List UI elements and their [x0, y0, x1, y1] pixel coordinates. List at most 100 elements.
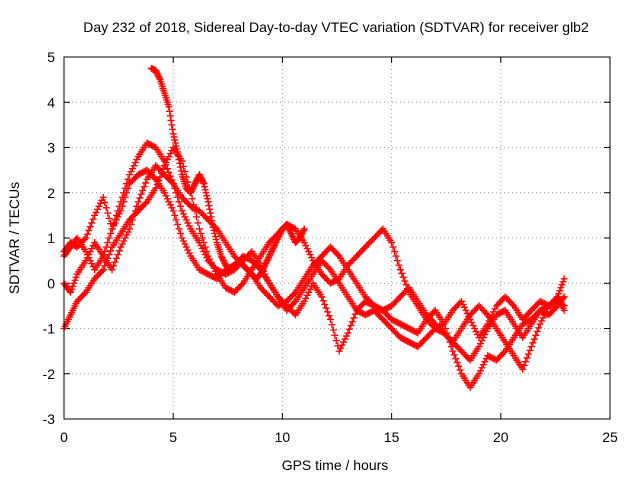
- data-point: [194, 219, 202, 227]
- data-point: [142, 179, 150, 187]
- data-point: [126, 225, 134, 233]
- data-point: [287, 229, 295, 237]
- data-point: [264, 255, 272, 263]
- data-point: [306, 251, 314, 259]
- data-point: [300, 239, 308, 247]
- data-point: [481, 358, 489, 366]
- data-point: [209, 223, 217, 231]
- data-point: [178, 234, 186, 242]
- data-point: [166, 107, 174, 115]
- data-point: [185, 249, 193, 257]
- data-point: [199, 178, 207, 186]
- data-point: [169, 207, 177, 215]
- data-point: [169, 130, 177, 138]
- data-point: [191, 180, 199, 188]
- data-point: [71, 276, 79, 284]
- data-point: [105, 251, 113, 259]
- data-point: [166, 112, 174, 120]
- data-point: [126, 171, 134, 179]
- data-point: [284, 223, 292, 231]
- data-point: [104, 209, 112, 217]
- data-point: [206, 205, 214, 213]
- data-point: [297, 232, 305, 240]
- y-tick-label: 0: [47, 275, 55, 291]
- data-point: [344, 329, 352, 337]
- data-point: [219, 257, 227, 265]
- data-point: [262, 260, 270, 268]
- data-point: [271, 240, 279, 248]
- data-point: [156, 173, 164, 181]
- data-point: [556, 287, 564, 295]
- data-point: [560, 275, 568, 283]
- data-point: [178, 207, 186, 215]
- data-point: [168, 178, 176, 186]
- data-point: [160, 157, 168, 165]
- y-tick-label: 3: [47, 140, 55, 156]
- data-point: [345, 325, 353, 333]
- data-point: [335, 347, 343, 355]
- data-point: [285, 225, 293, 233]
- data-point: [270, 243, 278, 251]
- data-point: [303, 245, 311, 253]
- data-point: [558, 281, 566, 289]
- data-point: [172, 216, 180, 224]
- data-point: [104, 239, 112, 247]
- y-tick-label: -1: [43, 321, 56, 337]
- data-point: [290, 290, 298, 298]
- data-point: [195, 239, 203, 247]
- data-point: [155, 74, 163, 82]
- data-point: [401, 277, 409, 285]
- data-point: [259, 266, 267, 274]
- data-point: [150, 174, 158, 182]
- data-point: [86, 248, 94, 256]
- data-point: [260, 263, 268, 271]
- data-point: [337, 344, 345, 352]
- data-point: [115, 202, 123, 210]
- data-point: [166, 201, 174, 209]
- data-point: [300, 297, 308, 305]
- data-point: [110, 220, 118, 228]
- data-point: [105, 234, 113, 242]
- data-point: [205, 202, 213, 210]
- data-point: [536, 320, 544, 328]
- data-point: [288, 231, 296, 239]
- data-point: [196, 172, 204, 180]
- x-tick-label: 15: [384, 429, 400, 445]
- data-point: [290, 299, 298, 307]
- x-tick-label: 5: [169, 429, 177, 445]
- data-point: [152, 184, 160, 192]
- data-point: [155, 73, 163, 81]
- data-point: [276, 229, 284, 237]
- data-point: [319, 297, 327, 305]
- data-point: [542, 308, 550, 316]
- data-point: [152, 67, 160, 75]
- data-point: [273, 236, 281, 244]
- x-tick-label: 20: [493, 429, 509, 445]
- data-point: [176, 159, 184, 167]
- data-point: [522, 358, 530, 366]
- data-point: [218, 254, 226, 262]
- data-point: [192, 213, 200, 221]
- data-point: [96, 199, 104, 207]
- data-point: [89, 215, 97, 223]
- data-point: [533, 328, 541, 336]
- data-point: [453, 358, 461, 366]
- data-point: [155, 177, 163, 185]
- data-point: [123, 231, 131, 239]
- y-tick-label: 4: [47, 94, 55, 110]
- data-point: [115, 247, 123, 255]
- data-point: [93, 205, 101, 213]
- data-point: [176, 163, 184, 171]
- data-point: [187, 189, 195, 197]
- data-point: [184, 246, 192, 254]
- data-point: [286, 228, 294, 236]
- series-track-4: [60, 162, 568, 373]
- data-points: [60, 64, 568, 391]
- data-point: [220, 258, 228, 266]
- data-point: [69, 282, 77, 290]
- data-point: [211, 232, 219, 240]
- data-point: [257, 269, 265, 277]
- data-point: [176, 229, 184, 237]
- data-point: [262, 258, 270, 266]
- data-point: [128, 165, 136, 173]
